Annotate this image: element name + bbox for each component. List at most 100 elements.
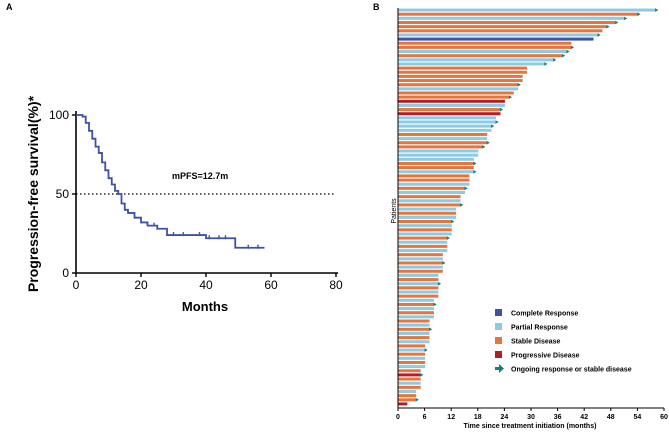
- patient-bar: [398, 8, 656, 12]
- patient-bar: [398, 41, 572, 45]
- patient-bar: [398, 290, 439, 294]
- patient-bar: [398, 91, 514, 95]
- patient-bar: [398, 215, 457, 219]
- patient-bar: [398, 253, 443, 257]
- patient-bar: [398, 273, 439, 277]
- ongoing-arrow: [624, 16, 628, 21]
- patient-bar: [398, 124, 492, 128]
- km-y-axis-label: Progression-free survival(%)*: [25, 95, 41, 292]
- ongoing-arrow: [482, 145, 486, 149]
- patient-bar: [398, 70, 528, 74]
- patient-bar: [398, 282, 439, 286]
- ongoing-arrow: [429, 327, 433, 332]
- patient-bar: [398, 307, 434, 311]
- patient-bar: [398, 132, 488, 136]
- legend-swatch: [495, 351, 502, 358]
- ongoing-arrow: [517, 82, 521, 87]
- patient-bar: [398, 16, 625, 20]
- patient-bar: [398, 21, 616, 25]
- patient-bar: [398, 286, 439, 290]
- patient-bar: [398, 33, 598, 37]
- ongoing-arrow: [486, 140, 490, 145]
- patient-bar: [398, 207, 457, 211]
- legend-label: Partial Response: [511, 325, 568, 332]
- swimmer-x-tick-label: 24: [501, 414, 509, 421]
- patient-bar: [398, 373, 421, 377]
- km-x-tick-label: 40: [199, 278, 213, 292]
- km-x-tick-label: 80: [329, 278, 343, 292]
- patient-bar: [398, 116, 497, 120]
- patient-bar: [398, 261, 443, 265]
- ongoing-arrow: [473, 169, 477, 174]
- km-x-tick-label: 0: [73, 278, 80, 292]
- ongoing-arrow: [566, 49, 570, 54]
- patient-bar: [398, 99, 505, 103]
- patient-bar: [398, 360, 426, 364]
- ongoing-arrow: [491, 124, 495, 128]
- patient-bar: [398, 394, 417, 398]
- ongoing-arrow: [460, 203, 464, 207]
- patient-bar: [398, 128, 492, 132]
- ongoing-arrow: [433, 302, 437, 307]
- patient-bar: [398, 25, 607, 29]
- ongoing-arrow: [495, 120, 499, 124]
- legend-arrow-icon: [495, 364, 504, 373]
- km-chart: Progression-free survival(%)* Months mPF…: [25, 95, 343, 314]
- patient-bar: [398, 58, 554, 62]
- swimmer-x-tick-label: 54: [634, 414, 642, 421]
- ongoing-arrow: [553, 58, 557, 62]
- patient-bar: [398, 319, 430, 323]
- patient-bar: [398, 157, 474, 161]
- patient-bar: [398, 336, 430, 340]
- patient-bar: [398, 174, 470, 178]
- patient-bar: [398, 356, 426, 360]
- patient-bar: [398, 224, 452, 228]
- patient-bar: [398, 87, 519, 91]
- km-curve: [76, 114, 265, 249]
- panel-label-b: B: [373, 2, 380, 12]
- ongoing-arrow: [464, 186, 468, 191]
- legend: Complete Response Partial Response Stable …: [495, 309, 632, 374]
- patient-bar: [398, 381, 421, 385]
- patient-bar: [398, 12, 638, 16]
- swimmer-x-tick-label: 42: [580, 414, 588, 421]
- patient-bar: [398, 203, 461, 207]
- patient-bar: [398, 166, 474, 170]
- patient-bar: [398, 257, 443, 261]
- ongoing-arrow: [451, 219, 455, 224]
- patient-bar: [398, 137, 488, 141]
- patient-bar: [398, 389, 417, 393]
- patient-bar: [398, 186, 465, 190]
- legend-label: Complete Response: [511, 311, 578, 318]
- patient-bar: [398, 195, 461, 199]
- ongoing-arrow: [655, 8, 659, 12]
- panel-label-a: A: [6, 2, 13, 12]
- patient-bar: [398, 365, 426, 369]
- patient-bar: [398, 402, 408, 406]
- patient-bar: [398, 278, 439, 282]
- km-y-tick-label: 0: [62, 266, 69, 280]
- km-median-annotation: mPFS=12.7m: [172, 171, 228, 181]
- ongoing-arrow: [606, 24, 610, 29]
- km-y-tick-label: 100: [49, 108, 69, 122]
- patient-bar: [398, 327, 430, 331]
- patient-bar: [398, 228, 452, 232]
- patient-bar: [398, 66, 528, 70]
- patient-bar: [398, 141, 488, 145]
- legend-swatch: [495, 323, 502, 330]
- patient-bar: [398, 398, 417, 402]
- patient-bar: [398, 240, 448, 244]
- ongoing-arrow: [415, 397, 419, 402]
- patient-bar: [398, 352, 426, 356]
- patient-bar: [398, 311, 434, 315]
- swimmer-x-tick-label: 60: [660, 414, 668, 421]
- patient-bar: [398, 323, 430, 327]
- legend-label: Ongoing response or stable disease: [511, 367, 632, 374]
- patient-bar: [398, 170, 474, 174]
- patient-bar: [398, 377, 421, 381]
- ongoing-arrow: [544, 62, 548, 66]
- km-x-tick-label: 60: [264, 278, 278, 292]
- patient-bar: [398, 50, 567, 54]
- patient-bar: [398, 62, 545, 66]
